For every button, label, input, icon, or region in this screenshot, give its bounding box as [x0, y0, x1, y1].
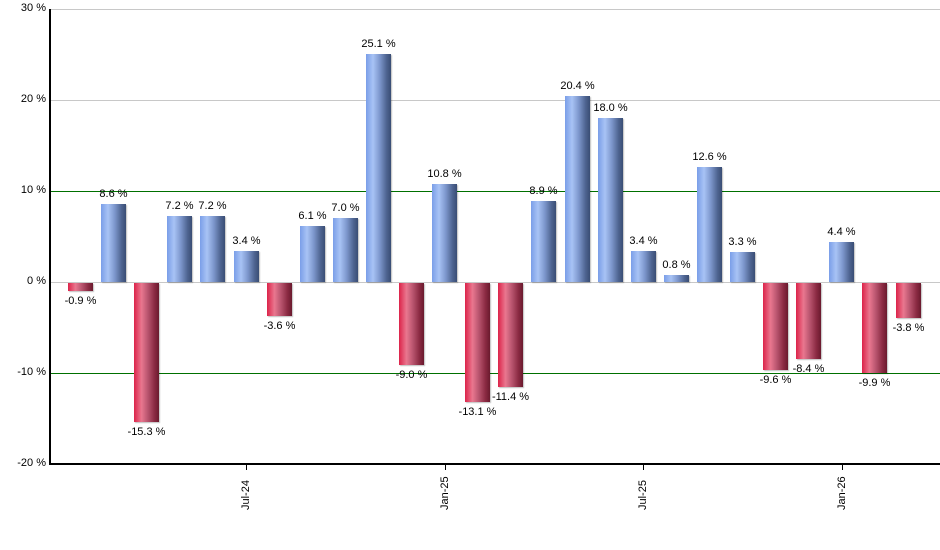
bar-jul-24 — [234, 251, 259, 282]
y-tick-label: -10 % — [17, 366, 46, 378]
bar-jan-26 — [829, 242, 854, 282]
value-label: 18.0 % — [593, 102, 628, 114]
x-tick-label: Jan-26 — [836, 476, 848, 510]
bar-jul-25 — [631, 251, 656, 282]
value-label: 8.9 % — [529, 185, 558, 197]
bar-oct-24 — [333, 218, 358, 282]
x-tick-label: Jul-25 — [637, 480, 649, 510]
bar-mar-24 — [101, 204, 126, 282]
y-tick-label: 0 % — [27, 275, 46, 287]
y-tick-label: -20 % — [17, 457, 46, 469]
gridline — [51, 282, 940, 283]
value-label: 7.2 % — [165, 200, 194, 212]
bar-feb-24 — [68, 283, 93, 291]
bar-apr-24 — [134, 283, 159, 422]
bar-dec-25 — [796, 283, 821, 359]
value-label: 6.1 % — [298, 210, 327, 222]
x-tick — [246, 464, 247, 470]
value-label: -9.0 % — [395, 369, 428, 381]
bar-mar-25 — [498, 283, 523, 387]
value-label: 10.8 % — [427, 168, 462, 180]
x-tick — [842, 464, 843, 470]
bar-jun-24 — [200, 216, 225, 282]
y-tick-label: 30 % — [20, 2, 46, 14]
gridline — [51, 9, 940, 10]
value-label: -15.3 % — [127, 426, 166, 438]
value-label: 3.3 % — [728, 236, 757, 248]
bar-may-25 — [565, 96, 590, 282]
gridline — [51, 100, 940, 101]
x-axis — [49, 463, 940, 465]
threshold-line — [51, 373, 940, 374]
bar-sep-24 — [300, 226, 325, 282]
value-label: 20.4 % — [560, 80, 595, 92]
bar-feb-26 — [862, 283, 887, 373]
bar-dec-24 — [399, 283, 424, 365]
bar-jun-25 — [598, 118, 623, 282]
value-label: 0.8 % — [662, 259, 691, 271]
x-tick-label: Jan-25 — [439, 476, 451, 510]
x-tick — [445, 464, 446, 470]
y-axis — [49, 9, 51, 465]
value-label: 4.4 % — [827, 226, 856, 238]
value-label: -3.8 % — [892, 322, 925, 334]
threshold-line — [51, 191, 940, 192]
bar-apr-25 — [531, 201, 556, 282]
bar-jan-25 — [432, 184, 457, 282]
y-tick-label: 10 % — [20, 184, 46, 196]
value-label: 3.4 % — [232, 235, 261, 247]
x-tick-label: Jul-24 — [240, 480, 252, 510]
value-label: 25.1 % — [361, 38, 396, 50]
value-label: 8.6 % — [99, 188, 128, 200]
value-label: -13.1 % — [458, 406, 497, 418]
bar-feb-25 — [465, 283, 490, 402]
value-label: -11.4 % — [491, 391, 530, 403]
value-label: 7.2 % — [198, 200, 227, 212]
bar-may-24 — [167, 216, 192, 282]
bar-nov-25 — [763, 283, 788, 370]
value-label: -9.9 % — [858, 377, 891, 389]
bar-nov-24 — [366, 54, 391, 282]
bar-aug-25 — [664, 275, 689, 282]
value-label: -9.6 % — [759, 374, 792, 386]
value-label: -8.4 % — [792, 363, 825, 375]
value-label: -0.9 % — [64, 295, 97, 307]
bar-oct-25 — [730, 252, 755, 282]
value-label: 3.4 % — [629, 235, 658, 247]
value-label: 12.6 % — [692, 151, 727, 163]
x-tick — [643, 464, 644, 470]
bar-sep-25 — [697, 167, 722, 282]
value-label: 7.0 % — [331, 202, 360, 214]
y-tick-label: 20 % — [20, 93, 46, 105]
bar-aug-24 — [267, 283, 292, 316]
value-label: -3.6 % — [263, 320, 296, 332]
bar-mar-26 — [896, 283, 921, 318]
